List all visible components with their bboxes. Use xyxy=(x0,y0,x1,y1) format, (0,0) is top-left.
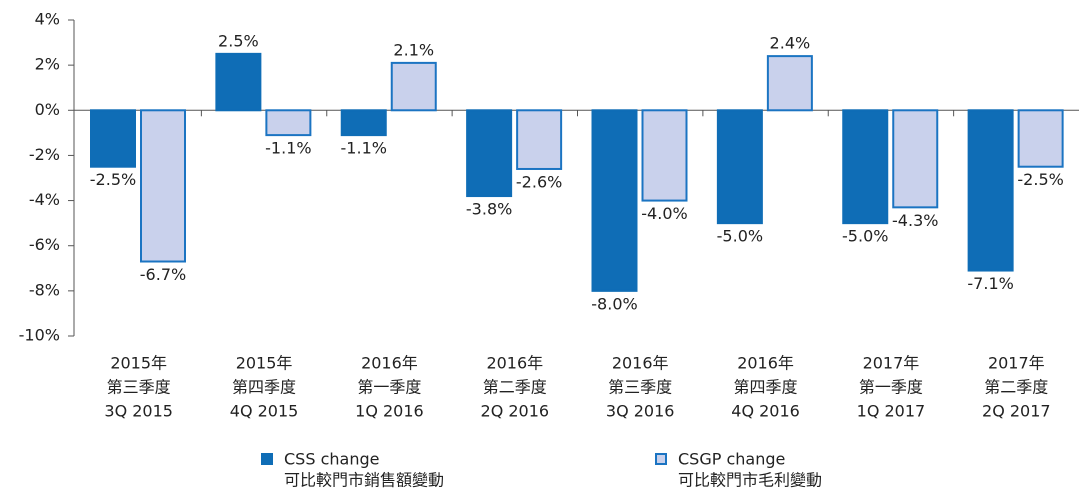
y-tick-label: 4% xyxy=(35,10,60,29)
value-label: -1.1% xyxy=(341,139,387,158)
legend-swatch xyxy=(655,453,667,465)
x-tick-label: 第四季度 xyxy=(734,378,798,397)
value-label: -8.0% xyxy=(591,294,637,313)
x-tick-label: 2015年 xyxy=(236,354,293,373)
bar xyxy=(641,109,688,202)
x-tick-label: 2016年 xyxy=(612,354,669,373)
x-tick-label: 1Q 2017 xyxy=(857,402,926,421)
legend-label: CSGP change xyxy=(678,450,785,469)
value-label: -2.5% xyxy=(1017,170,1063,189)
x-tick-label: 2016年 xyxy=(486,354,543,373)
value-label: -7.1% xyxy=(967,274,1013,293)
y-tick-label: -8% xyxy=(29,280,60,299)
y-tick-label: -2% xyxy=(29,145,60,164)
x-tick-label: 2015年 xyxy=(110,354,167,373)
bar xyxy=(390,61,437,112)
y-tick-label: -10% xyxy=(19,326,60,345)
value-label: 2.5% xyxy=(218,31,259,50)
value-label: -2.5% xyxy=(90,170,136,189)
x-tick-label: 第一季度 xyxy=(357,378,421,397)
x-tick-label: 1Q 2016 xyxy=(355,402,424,421)
x-tick-label: 第三季度 xyxy=(608,378,672,397)
value-label: -1.1% xyxy=(265,139,311,158)
legend-label: CSS change xyxy=(284,450,379,469)
bar xyxy=(516,109,563,170)
legend-label: 可比較門市銷售額變動 xyxy=(284,471,444,490)
x-tick-label: 2017年 xyxy=(988,354,1045,373)
bar xyxy=(1017,109,1064,168)
x-tick-label: 第一季度 xyxy=(859,378,923,397)
x-tick-label: 4Q 2015 xyxy=(230,402,299,421)
bar xyxy=(716,109,763,225)
legend-label: 可比較門市毛利變動 xyxy=(678,471,822,490)
value-label: -5.0% xyxy=(842,227,888,246)
y-tick-label: -6% xyxy=(29,235,60,254)
value-label: -3.8% xyxy=(466,200,512,219)
x-tick-label: 第二季度 xyxy=(984,378,1048,397)
value-label: 2.1% xyxy=(393,40,434,59)
x-tick-label: 3Q 2016 xyxy=(606,402,675,421)
bar xyxy=(591,109,638,292)
bar xyxy=(90,109,136,168)
bar xyxy=(892,109,939,209)
x-tick-label: 2017年 xyxy=(863,354,920,373)
value-label: 2.4% xyxy=(770,34,811,53)
bar xyxy=(140,109,186,263)
bar xyxy=(967,109,1014,272)
y-tick-label: -4% xyxy=(29,190,60,209)
x-tick-label: 第四季度 xyxy=(232,378,296,397)
x-tick-label: 2016年 xyxy=(361,354,418,373)
bar xyxy=(842,109,889,225)
legend-swatch xyxy=(261,453,273,465)
bar xyxy=(265,109,312,137)
bar xyxy=(766,55,813,112)
y-tick-label: 2% xyxy=(35,55,60,74)
value-label: -5.0% xyxy=(717,227,763,246)
value-label: -6.7% xyxy=(140,265,186,284)
x-tick-label: 4Q 2016 xyxy=(731,402,800,421)
x-tick-label: 2016年 xyxy=(737,354,794,373)
y-tick-label: 0% xyxy=(35,100,60,119)
value-label: -4.0% xyxy=(641,204,687,223)
x-tick-label: 第三季度 xyxy=(107,378,171,397)
value-label: -2.6% xyxy=(516,172,562,191)
x-tick-label: 2Q 2017 xyxy=(982,402,1051,421)
x-tick-label: 3Q 2015 xyxy=(104,402,173,421)
bar xyxy=(215,52,262,112)
x-tick-label: 第二季度 xyxy=(483,378,547,397)
value-label: -4.3% xyxy=(892,211,938,230)
bar xyxy=(340,109,387,137)
x-tick-label: 2Q 2016 xyxy=(481,402,550,421)
bar xyxy=(466,109,513,198)
